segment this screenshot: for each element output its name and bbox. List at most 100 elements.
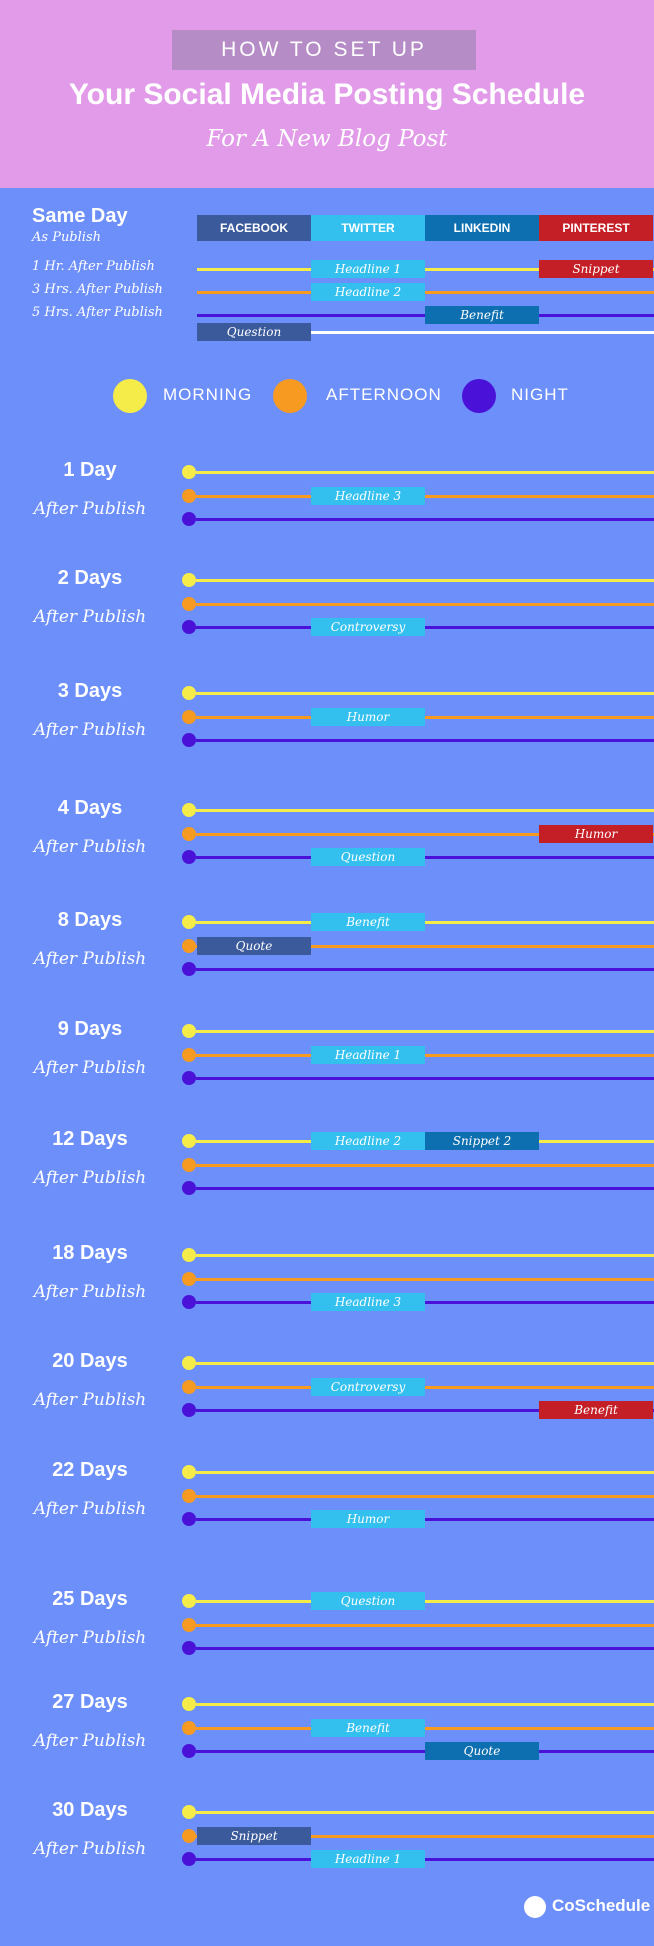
morning-time-line <box>196 1600 654 1603</box>
day-subheading: After Publish <box>33 499 147 519</box>
morning-time-line <box>196 809 654 812</box>
post-tag: Humor <box>311 708 425 726</box>
afternoon-dot-icon <box>182 1380 196 1394</box>
night-dot-icon <box>182 1181 196 1195</box>
morning-time-line <box>196 1362 654 1365</box>
day-heading: 4 Days <box>57 797 123 819</box>
post-tag: Quote <box>197 937 311 955</box>
post-tag: Headline 1 <box>311 1850 425 1868</box>
post-tag: Benefit <box>311 913 425 931</box>
morning-dot-icon <box>182 1134 196 1148</box>
same-day-subtitle: As Publish <box>32 230 101 245</box>
day-heading: 2 Days <box>57 567 123 589</box>
afternoon-time-line <box>196 603 654 606</box>
day-heading: 30 Days <box>52 1799 128 1821</box>
afternoon-time-line <box>196 1054 654 1057</box>
post-tag: Question <box>311 848 425 866</box>
night-dot-icon <box>182 1744 196 1758</box>
afternoon-time-line <box>196 1624 654 1627</box>
night-time-line <box>196 1187 654 1190</box>
post-tag: Snippet <box>539 260 653 278</box>
night-dot-icon <box>182 1295 196 1309</box>
same-day-row-label: 5 Hrs. After Publish <box>32 305 163 320</box>
morning-time-line <box>196 471 654 474</box>
page-title: Your Social Media Posting Schedule <box>68 78 586 111</box>
night-time-line <box>196 1409 654 1412</box>
day-subheading: After Publish <box>33 1839 147 1859</box>
morning-dot-icon <box>182 803 196 817</box>
day-heading: 9 Days <box>57 1018 123 1040</box>
same-day-row-label: 1 Hr. After Publish <box>32 259 155 274</box>
morning-time-line <box>196 579 654 582</box>
morning-dot-icon <box>182 915 196 929</box>
afternoon-dot-icon <box>182 489 196 503</box>
same-day-row-line <box>197 268 654 271</box>
night-time-line <box>196 626 654 629</box>
day-heading: 25 Days <box>52 1588 128 1610</box>
night-time-line <box>196 968 654 971</box>
kicker-label: HOW TO SET UP <box>172 30 476 70</box>
afternoon-time-line <box>196 716 654 719</box>
post-tag: Question <box>197 323 311 341</box>
morning-time-line <box>196 1254 654 1257</box>
day-subheading: After Publish <box>33 607 147 627</box>
post-tag: Controversy <box>311 1378 425 1396</box>
afternoon-time-line <box>196 1727 654 1730</box>
morning-time-line <box>196 1811 654 1814</box>
afternoon-time-line <box>196 945 654 948</box>
night-dot-icon <box>182 1512 196 1526</box>
night-time-line <box>196 1858 654 1861</box>
post-tag: Quote <box>425 1742 539 1760</box>
night-dot-icon <box>182 512 196 526</box>
night-dot-icon <box>182 850 196 864</box>
day-subheading: After Publish <box>33 1058 147 1078</box>
afternoon-time-line <box>196 1835 654 1838</box>
post-tag: Snippet <box>197 1827 311 1845</box>
post-tag: Benefit <box>425 306 539 324</box>
day-subheading: After Publish <box>33 1628 147 1648</box>
morning-dot-icon <box>182 465 196 479</box>
morning-dot-icon <box>182 1697 196 1711</box>
night-dot-icon <box>182 1641 196 1655</box>
night-time-line <box>196 856 654 859</box>
day-subheading: After Publish <box>33 837 147 857</box>
post-tag: Controversy <box>311 618 425 636</box>
afternoon-time-line <box>196 495 654 498</box>
night-time-line <box>196 1647 654 1650</box>
afternoon-dot-icon <box>182 710 196 724</box>
brand-logo-text: CoSchedule <box>552 1896 651 1915</box>
afternoon-dot-icon <box>182 1489 196 1503</box>
afternoon-dot-icon <box>182 1721 196 1735</box>
day-heading: 27 Days <box>52 1691 128 1713</box>
morning-dot-icon <box>182 1465 196 1479</box>
day-subheading: After Publish <box>33 1499 147 1519</box>
legend-afternoon-icon <box>273 379 307 413</box>
afternoon-time-line <box>196 1386 654 1389</box>
afternoon-time-line <box>196 1164 654 1167</box>
afternoon-dot-icon <box>182 1829 196 1843</box>
afternoon-time-line <box>196 1495 654 1498</box>
post-tag: Headline 3 <box>311 1293 425 1311</box>
day-subheading: After Publish <box>33 1168 147 1188</box>
afternoon-dot-icon <box>182 939 196 953</box>
coschedule-logo-icon <box>524 1896 546 1918</box>
legend-night-icon <box>462 379 496 413</box>
day-heading: 8 Days <box>57 909 123 931</box>
night-time-line <box>196 1301 654 1304</box>
post-tag: Headline 1 <box>311 1046 425 1064</box>
same-day-row-line <box>197 291 654 294</box>
afternoon-dot-icon <box>182 597 196 611</box>
afternoon-dot-icon <box>182 1158 196 1172</box>
legend-label-night: NIGHT <box>511 385 569 404</box>
morning-dot-icon <box>182 1248 196 1262</box>
day-subheading: After Publish <box>33 1390 147 1410</box>
night-dot-icon <box>182 1071 196 1085</box>
header-banner: HOW TO SET UP Your Social Media Posting … <box>0 0 654 188</box>
legend-label-morning: MORNING <box>163 385 253 404</box>
afternoon-dot-icon <box>182 1048 196 1062</box>
column-header-pinterest: PINTEREST <box>539 215 653 241</box>
day-heading: 20 Days <box>52 1350 128 1372</box>
day-heading: 1 Day <box>63 459 117 481</box>
morning-time-line <box>196 692 654 695</box>
same-day-title: Same Day <box>32 205 128 227</box>
